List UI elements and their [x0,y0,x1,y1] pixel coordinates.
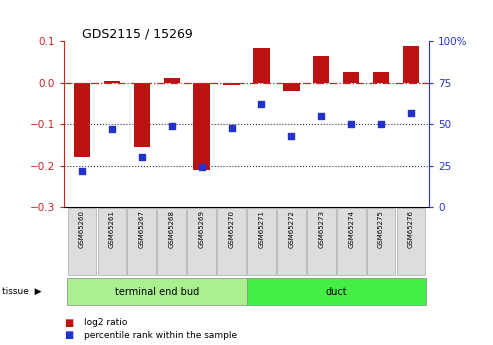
FancyBboxPatch shape [98,208,126,275]
Bar [253,48,270,83]
Point [287,133,295,139]
Point [257,101,265,107]
FancyBboxPatch shape [67,277,246,306]
Bar [223,83,240,85]
FancyBboxPatch shape [246,277,426,306]
Text: GSM65272: GSM65272 [288,210,294,248]
Bar [313,56,329,83]
Text: GSM65261: GSM65261 [109,210,115,248]
Bar [74,83,90,157]
FancyBboxPatch shape [68,208,97,275]
Text: ■: ■ [64,331,73,340]
Point [347,121,355,127]
FancyBboxPatch shape [187,208,216,275]
Bar [343,72,359,83]
FancyBboxPatch shape [367,208,395,275]
Bar [104,81,120,83]
Point [168,123,176,129]
Text: GSM65276: GSM65276 [408,210,414,248]
FancyBboxPatch shape [128,208,156,275]
Point [228,125,236,130]
Text: GSM65271: GSM65271 [258,210,264,248]
Text: GSM65268: GSM65268 [169,210,175,248]
Bar [164,78,180,83]
FancyBboxPatch shape [396,208,425,275]
Text: GSM65269: GSM65269 [199,210,205,248]
Bar [373,72,389,83]
FancyBboxPatch shape [307,208,336,275]
Bar [403,46,419,83]
Text: percentile rank within the sample: percentile rank within the sample [84,331,237,340]
Bar [283,83,300,91]
Text: GSM65270: GSM65270 [229,210,235,248]
Text: ■: ■ [64,318,73,327]
Point [138,155,146,160]
Text: GSM65274: GSM65274 [348,210,354,248]
FancyBboxPatch shape [157,208,186,275]
Point [407,110,415,115]
Point [108,126,116,132]
FancyBboxPatch shape [277,208,306,275]
FancyBboxPatch shape [217,208,246,275]
Text: GSM65275: GSM65275 [378,210,384,248]
FancyBboxPatch shape [247,208,276,275]
Text: terminal end bud: terminal end bud [115,287,199,296]
Point [78,168,86,173]
Point [377,121,385,127]
FancyBboxPatch shape [337,208,365,275]
Text: GDS2115 / 15269: GDS2115 / 15269 [82,27,193,40]
Text: GSM65260: GSM65260 [79,210,85,248]
Point [198,165,206,170]
Text: GSM65273: GSM65273 [318,210,324,248]
Text: GSM65267: GSM65267 [139,210,145,248]
Bar [134,83,150,147]
Text: log2 ratio: log2 ratio [84,318,127,327]
Bar [193,83,210,170]
Text: duct: duct [325,287,347,296]
Point [317,113,325,119]
Text: tissue  ▶: tissue ▶ [2,287,42,296]
